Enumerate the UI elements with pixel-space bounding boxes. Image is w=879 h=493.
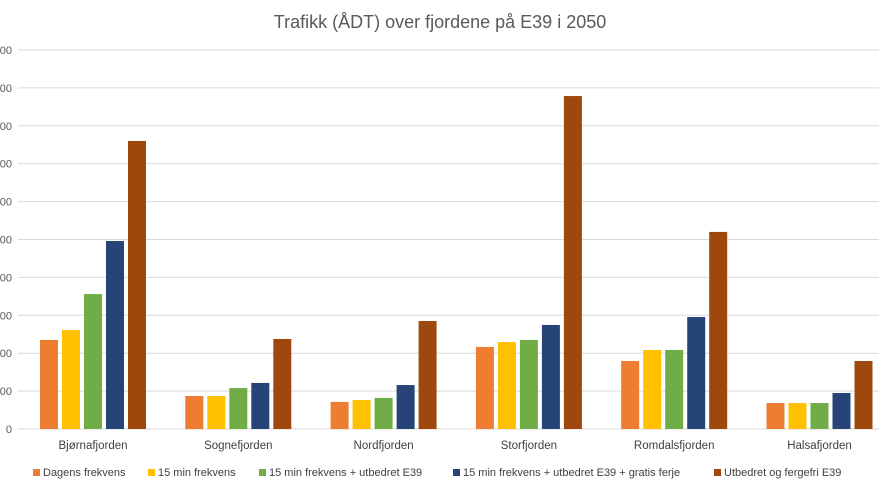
legend-swatch xyxy=(259,469,266,476)
legend-swatch xyxy=(453,469,460,476)
y-tick-label: 6000 xyxy=(0,310,12,322)
bar xyxy=(352,400,371,429)
bar xyxy=(84,294,102,429)
bar xyxy=(374,397,393,429)
bar xyxy=(687,317,706,429)
bar xyxy=(62,330,80,429)
bar xyxy=(788,403,807,429)
x-category-label: Storfjorden xyxy=(501,440,557,452)
x-category-label: Nordfjorden xyxy=(354,440,414,452)
bar xyxy=(643,349,662,429)
legend-label: 15 min frekvens + utbedret E39 xyxy=(269,467,422,479)
bar xyxy=(330,401,349,429)
bar xyxy=(396,385,415,429)
y-tick-label: 0 xyxy=(6,424,12,436)
bar xyxy=(185,396,204,429)
bar xyxy=(128,140,146,429)
legend-label: 15 min frekvens + utbedret E39 + gratis … xyxy=(463,467,680,479)
bar xyxy=(40,339,58,429)
bar xyxy=(665,349,684,429)
bar xyxy=(563,96,582,430)
y-tick-label: 20000 xyxy=(0,45,12,57)
bar xyxy=(475,346,494,429)
bar xyxy=(810,403,829,429)
x-category-label: Romdalsfjorden xyxy=(634,440,715,452)
x-category-label: Bjørnafjorden xyxy=(58,440,127,452)
bar xyxy=(273,338,292,429)
bar xyxy=(251,382,270,429)
bar xyxy=(766,403,785,429)
y-tick-label: 8000 xyxy=(0,272,12,284)
bar xyxy=(621,360,640,429)
legend-label: Dagens frekvens xyxy=(43,467,126,479)
bar xyxy=(519,339,538,429)
bar xyxy=(709,231,728,429)
y-tick-label: 2000 xyxy=(0,386,12,398)
bar xyxy=(497,342,516,429)
y-tick-label: 4000 xyxy=(0,348,12,360)
bar xyxy=(207,396,226,429)
bar xyxy=(854,360,873,429)
bar xyxy=(418,320,437,429)
legend-label: Utbedret og fergefri E39 xyxy=(724,467,841,479)
bar xyxy=(106,241,124,429)
y-tick-label: 18000 xyxy=(0,83,12,95)
x-category-label: Sognefjorden xyxy=(204,440,272,452)
chart-title: Trafikk (ÅDT) over fjordene på E39 i 205… xyxy=(274,12,606,32)
y-tick-label: 10000 xyxy=(0,235,12,247)
legend-swatch xyxy=(33,469,40,476)
legend-label: 15 min frekvens xyxy=(158,467,236,479)
bar xyxy=(541,324,560,429)
y-tick-label: 16000 xyxy=(0,121,12,133)
legend-swatch xyxy=(714,469,721,476)
x-category-label: Halsafjorden xyxy=(787,440,852,452)
y-tick-label: 12000 xyxy=(0,197,12,209)
legend-swatch xyxy=(148,469,155,476)
bar xyxy=(229,388,248,429)
y-tick-label: 14000 xyxy=(0,159,12,171)
bar xyxy=(832,392,851,429)
